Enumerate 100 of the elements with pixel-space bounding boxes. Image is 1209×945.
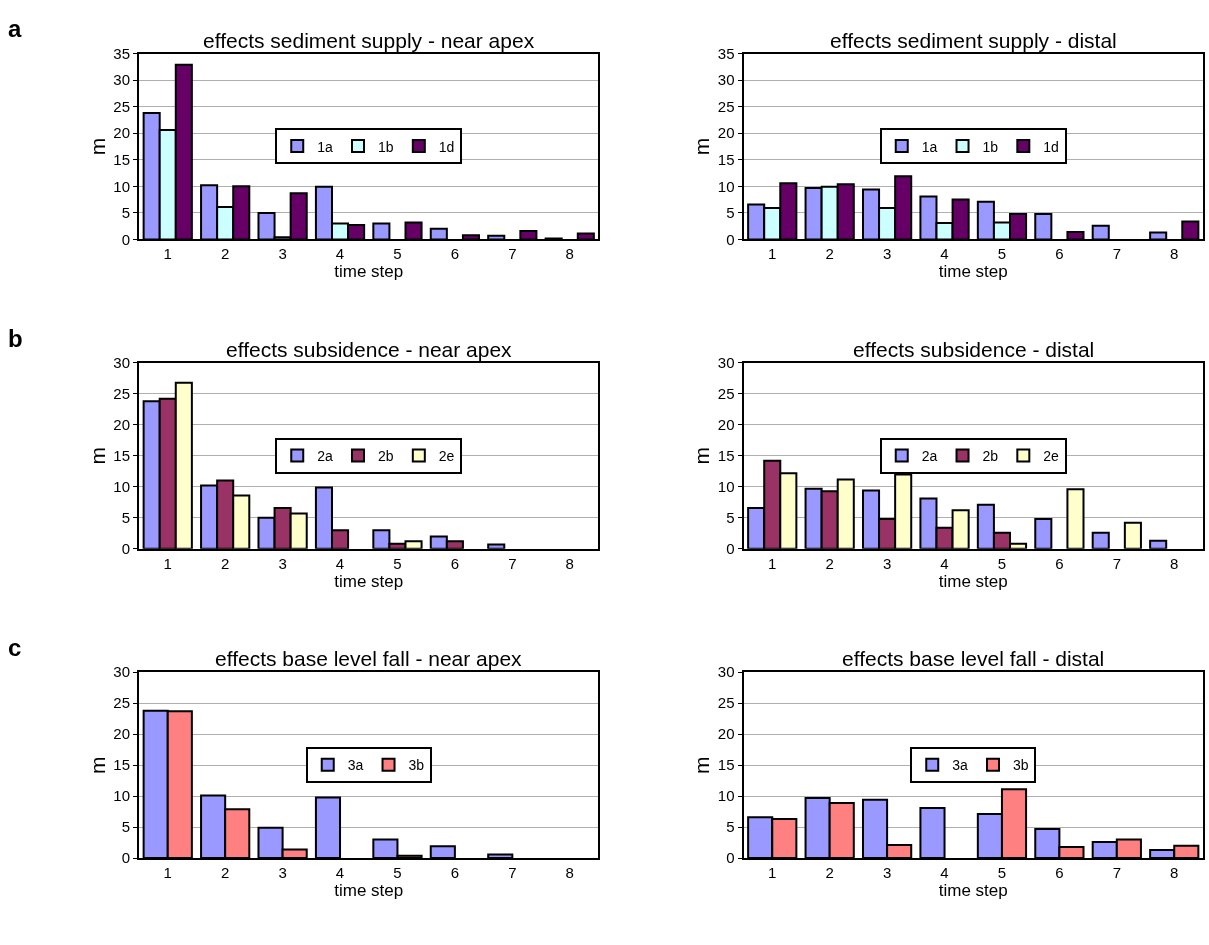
x-tick-label: 6 [450,864,460,882]
legend-label: 1a [921,138,938,155]
x-tick-label: 7 [508,554,517,572]
x-tick-label: 8 [565,864,574,882]
y-tick-label: 0 [726,230,735,248]
y-tick-label: 0 [121,849,131,867]
x-tick-label: 8 [565,245,574,263]
x-tick-label: 2 [221,864,230,882]
chart-title: effects sediment supply - distal [830,29,1117,52]
y-tick-label: 5 [121,818,131,836]
y-axis-title: m [86,756,109,774]
y-tick-label: 10 [113,478,131,496]
x-tick-label: 6 [450,554,460,572]
x-tick-label: 8 [1170,554,1179,572]
y-tick-label: 15 [717,447,735,465]
x-tick-label: 8 [1170,245,1179,263]
y-tick-label: 10 [717,177,735,195]
x-tick-label: 5 [393,554,402,572]
x-tick-label: 3 [278,554,287,572]
x-tick-label: 1 [163,864,172,882]
y-tick-label: 5 [726,509,735,527]
y-tick-label: 20 [717,416,735,434]
y-tick-label: 35 [113,44,131,62]
y-tick-label: 15 [717,151,735,169]
x-tick-label: 5 [997,245,1007,263]
y-tick-label: 5 [121,509,131,527]
y-tick-label: 0 [121,540,131,558]
y-tick-label: 10 [717,787,735,805]
legend-label: 2e [1043,447,1060,464]
y-tick-label: 25 [717,385,735,403]
x-tick-label: 7 [508,864,517,882]
y-tick-label: 20 [113,725,131,743]
x-tick-label: 5 [997,554,1007,572]
x-axis-title: time step [334,571,404,591]
legend-label: 1b [982,138,999,155]
x-tick-label: 4 [940,245,949,263]
x-tick-label: 7 [1112,554,1121,572]
x-tick-label: 2 [221,554,230,572]
legend-label: 3a [952,757,969,774]
y-tick-label: 10 [113,177,131,195]
y-tick-label: 0 [726,540,735,558]
legend-label: 1d [438,138,455,155]
x-tick-label: 8 [565,554,574,572]
x-tick-label: 5 [393,864,402,882]
x-tick-label: 1 [768,554,777,572]
x-tick-label: 6 [1055,245,1064,263]
y-tick-label: 25 [717,97,735,115]
y-tick-label: 20 [717,124,735,142]
y-tick-label: 30 [717,663,735,681]
y-tick-label: 30 [717,71,735,89]
x-tick-label: 4 [940,554,949,572]
legend-label: 1b [378,138,394,155]
y-tick-label: 35 [717,44,735,62]
x-tick-label: 1 [768,245,777,263]
text: b [8,325,23,352]
x-tick-label: 5 [393,245,402,263]
x-tick-label: 4 [335,245,345,263]
x-tick-label: 4 [335,864,345,882]
legend-label: 2a [317,447,334,464]
legend-label: 3b [408,757,425,774]
y-axis-title: m [690,447,714,465]
legend-label: 3a [347,757,364,774]
chart-title: effects subsidence - near apex [226,338,513,361]
y-tick-label: 10 [717,478,735,496]
y-tick-label: 5 [726,204,735,222]
y-tick-label: 15 [113,447,131,465]
y-tick-label: 5 [121,204,131,222]
y-axis-title: m [86,447,109,465]
chart-title: effects subsidence - distal [853,338,1095,361]
y-axis-title: m [690,756,714,774]
x-tick-label: 8 [1170,864,1179,882]
y-tick-label: 15 [113,756,131,774]
x-axis-title: time step [938,881,1008,901]
y-tick-label: 10 [113,787,131,805]
y-tick-label: 30 [113,71,131,89]
x-tick-label: 3 [882,554,892,572]
x-tick-label: 5 [997,864,1007,882]
x-tick-label: 4 [940,864,949,882]
x-tick-label: 7 [508,245,517,263]
text: a [8,15,22,42]
x-tick-label: 6 [1055,864,1064,882]
x-tick-label: 6 [1055,554,1064,572]
x-axis-title: time step [334,881,404,901]
x-tick-label: 1 [163,245,172,263]
legend-label: 3b [1013,757,1029,774]
y-tick-label: 20 [717,725,735,743]
x-axis-title: time step [938,571,1008,591]
x-tick-label: 3 [882,864,892,882]
legend-label: 2e [438,447,455,464]
y-tick-label: 15 [717,756,735,774]
x-tick-label: 7 [1112,864,1121,882]
y-tick-label: 20 [113,124,131,142]
x-tick-label: 2 [825,864,834,882]
x-tick-label: 4 [335,554,345,572]
y-tick-label: 25 [113,694,131,712]
legend-label: 1d [1043,138,1059,155]
y-tick-label: 25 [113,97,131,115]
y-tick-label: 25 [717,694,735,712]
y-tick-label: 30 [113,663,131,681]
chart-title: effects base level fall - near apex [215,647,523,670]
